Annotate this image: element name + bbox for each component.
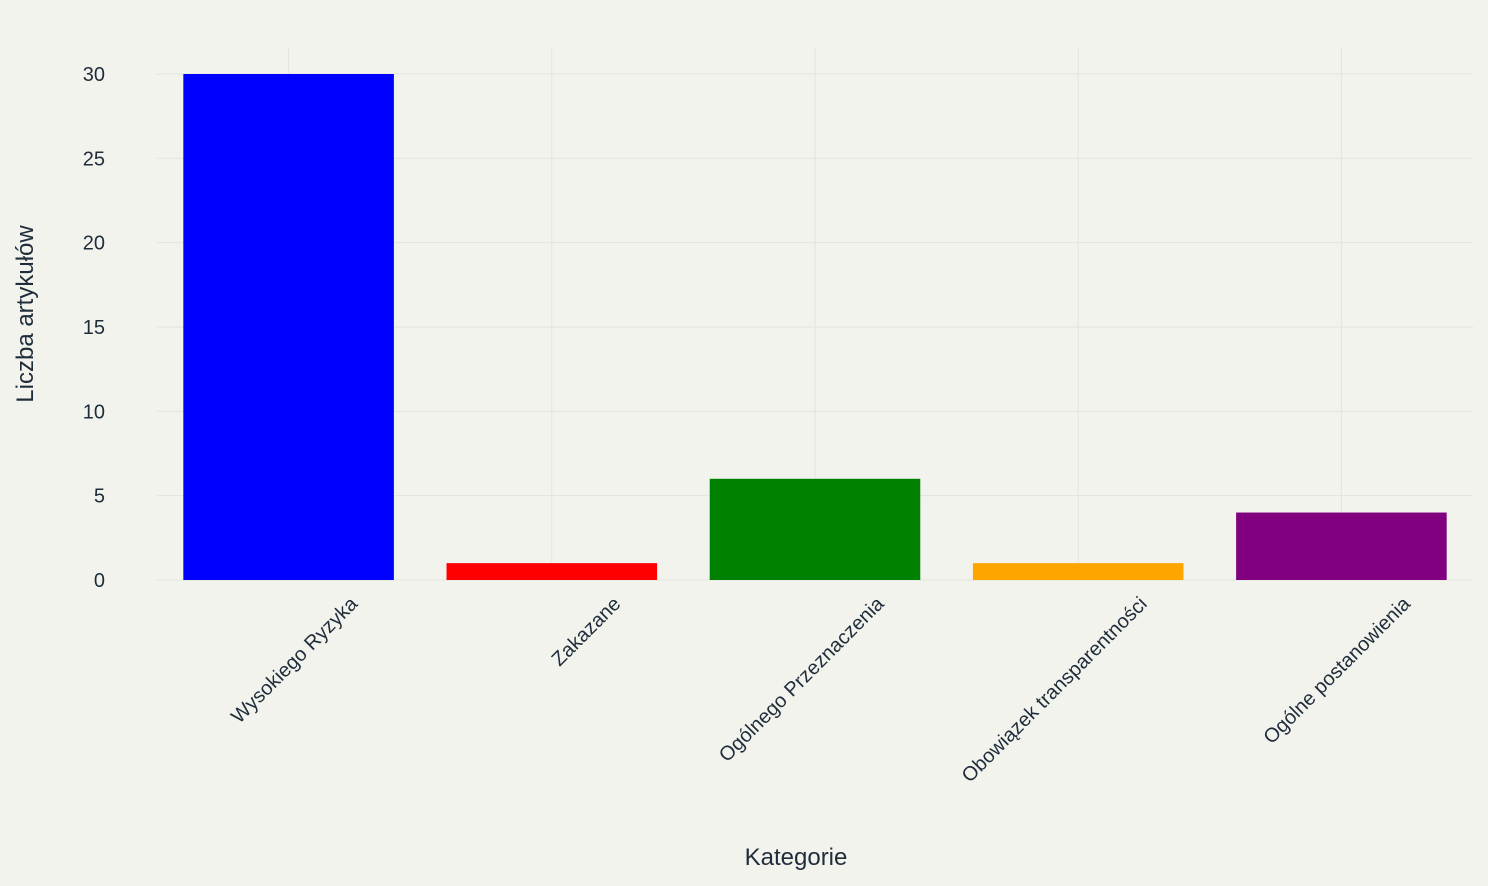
bars <box>183 74 1447 580</box>
bar-2[interactable] <box>709 478 921 580</box>
x-tick-label: Wysokiego Ryzyka <box>227 592 363 728</box>
bar-3[interactable] <box>972 563 1184 580</box>
x-axis-ticks: Wysokiego Ryzyka Zakazane Ogólnego Przezna… <box>227 592 1415 787</box>
x-tick-label: Ogólnego Przeznaczenia <box>715 592 889 766</box>
y-tick-label: 15 <box>83 317 105 339</box>
y-axis-title: Liczba artykułów <box>12 225 39 403</box>
y-tick-label: 10 <box>83 401 105 423</box>
y-tick-label: 0 <box>94 570 105 592</box>
x-axis-title: Kategorie <box>745 844 848 871</box>
y-tick-label: 5 <box>94 486 105 508</box>
bar-0[interactable] <box>183 74 394 580</box>
bar-4[interactable] <box>1236 512 1447 580</box>
y-tick-label: 20 <box>83 233 105 255</box>
y-tick-label: 25 <box>83 148 105 170</box>
x-tick-label: Obowiązek transparentności <box>958 593 1152 787</box>
x-tick-label: Ogólne postanowienia <box>1259 592 1415 748</box>
y-tick-label: 30 <box>83 64 105 86</box>
x-tick-label: Zakazane <box>548 593 626 671</box>
y-axis-ticks: 0 5 10 15 20 25 30 <box>83 64 105 592</box>
bar-1[interactable] <box>446 563 658 580</box>
